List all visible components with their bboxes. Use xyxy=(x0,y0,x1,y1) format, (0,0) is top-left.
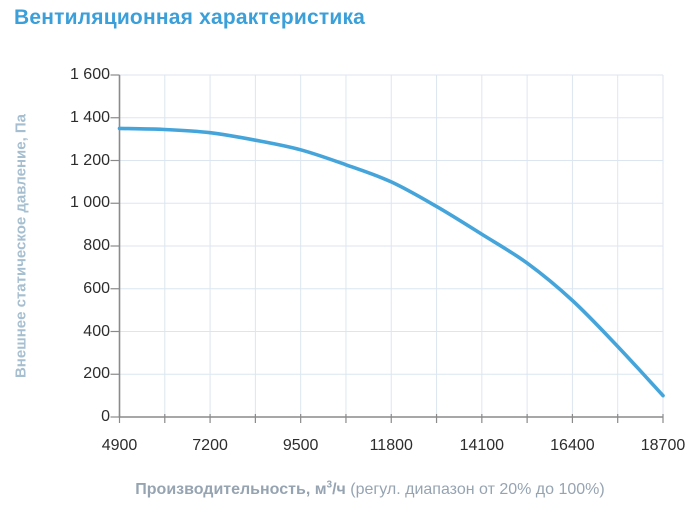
x-axis-range-note: (регул. диапазон от 20% до 100%) xyxy=(345,481,605,498)
x-axis-unit-base: , м xyxy=(305,481,327,498)
y-tick-label: 1 400 xyxy=(69,108,110,126)
x-tick-label: 4900 xyxy=(101,437,138,454)
y-tick-label: 600 xyxy=(83,279,110,297)
x-tick-label: 16400 xyxy=(550,437,595,454)
x-axis-unit-superscript: 3 xyxy=(326,479,333,491)
x-tick-label: 11800 xyxy=(369,437,413,454)
y-tick-label: 1 200 xyxy=(69,151,110,169)
fan-pressure-curve xyxy=(117,126,665,398)
x-tick-label: 9500 xyxy=(282,437,319,454)
x-tick-label: 7200 xyxy=(192,437,228,454)
y-tick-label: 0 xyxy=(101,408,110,425)
x-axis-title: Производительность, м3/ч (регул. диапазо… xyxy=(85,479,655,499)
axes xyxy=(118,75,663,418)
y-tick-label: 1 000 xyxy=(69,194,110,212)
x-tick-label: 14100 xyxy=(459,437,505,454)
x-axis-title-name: Производительность xyxy=(135,481,306,498)
y-tick-label: 200 xyxy=(83,365,110,383)
y-tick-label: 400 xyxy=(83,322,110,340)
page-title: Вентиляционная характеристика xyxy=(14,6,366,29)
y-tick-label: 800 xyxy=(83,237,110,254)
y-tick-label: 1 600 xyxy=(69,66,110,83)
x-axis-unit-rest: /ч xyxy=(332,481,346,498)
x-tick-label: 18700 xyxy=(640,437,686,454)
